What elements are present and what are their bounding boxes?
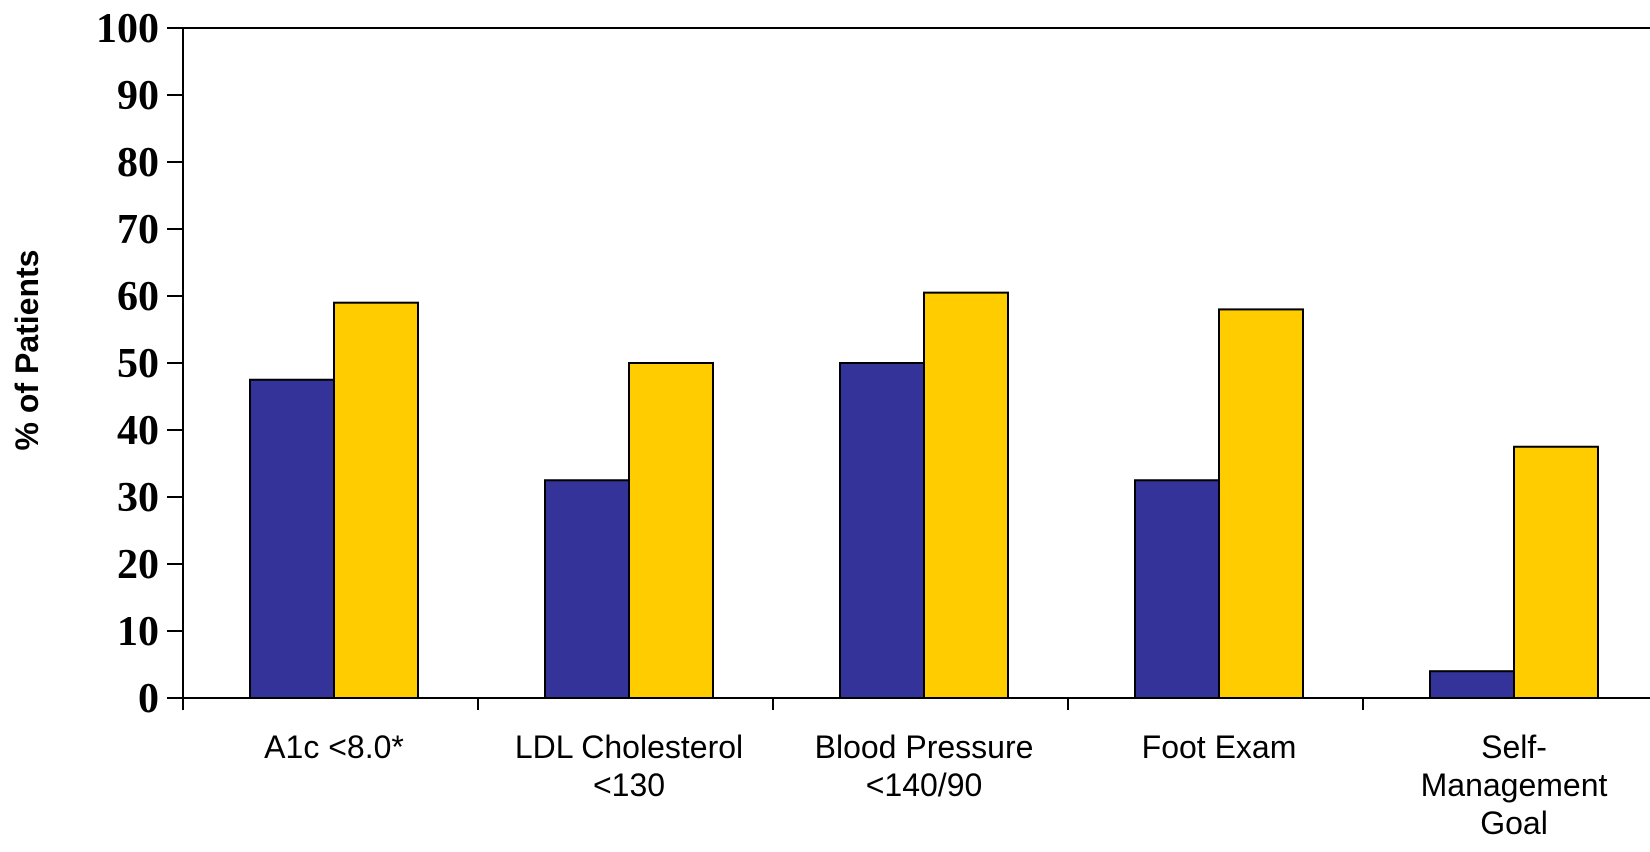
x-tick-label-line: Goal — [1480, 805, 1548, 841]
bar-series1-4 — [1134, 479, 1220, 699]
x-tick-label: A1c <8.0* — [264, 729, 404, 765]
y-tick-label: 80 — [117, 140, 159, 186]
bar-series2-5 — [1513, 445, 1599, 699]
y-tick-label: 60 — [117, 274, 159, 320]
x-tick-label-line: Self- — [1481, 729, 1547, 765]
bar-series1-3 — [839, 362, 925, 699]
x-tick-label-line: A1c <8.0* — [264, 729, 404, 765]
y-tick-label: 20 — [117, 542, 159, 588]
x-tick-label: Blood Pressure <140/90 — [815, 729, 1034, 803]
y-tick-label: 70 — [117, 207, 159, 253]
y-tick-labels: 0 10 20 30 40 50 60 70 80 90 100 — [96, 6, 183, 722]
x-tick-labels: A1c <8.0* LDL Cholesterol <130 Blood Pressu… — [264, 729, 1607, 841]
y-tick-label: 40 — [117, 408, 159, 454]
x-tick-label: LDL Cholesterol <130 — [515, 729, 743, 803]
bars-layer — [249, 291, 1599, 700]
x-tick-label-line: <130 — [593, 767, 665, 803]
y-tick-label: 50 — [117, 341, 159, 387]
bar-series2-3 — [923, 291, 1009, 699]
x-tick-label-line: LDL Cholesterol — [515, 729, 743, 765]
y-tick-label: 100 — [96, 6, 159, 52]
bar-series1-1 — [249, 378, 335, 699]
x-tick-label: Foot Exam — [1142, 729, 1297, 765]
x-tick-label: Self-Management Goal — [1421, 729, 1608, 841]
bar-series1-5 — [1429, 670, 1515, 700]
y-tick-label: 0 — [138, 676, 159, 722]
bar-series1-2 — [544, 479, 630, 699]
bar-series2-2 — [628, 362, 714, 699]
y-tick-label: 10 — [117, 609, 159, 655]
y-tick-label: 90 — [117, 73, 159, 119]
x-tick-label-line: <140/90 — [866, 767, 983, 803]
bar-series2-1 — [333, 301, 419, 699]
x-tick-label-line: Management — [1421, 767, 1608, 803]
x-tick-label-line: Foot Exam — [1142, 729, 1297, 765]
y-tick-label: 30 — [117, 475, 159, 521]
y-axis-label: % of Patients — [9, 250, 45, 451]
x-tick-label-line: Blood Pressure — [815, 729, 1034, 765]
bar-series2-4 — [1218, 308, 1304, 699]
